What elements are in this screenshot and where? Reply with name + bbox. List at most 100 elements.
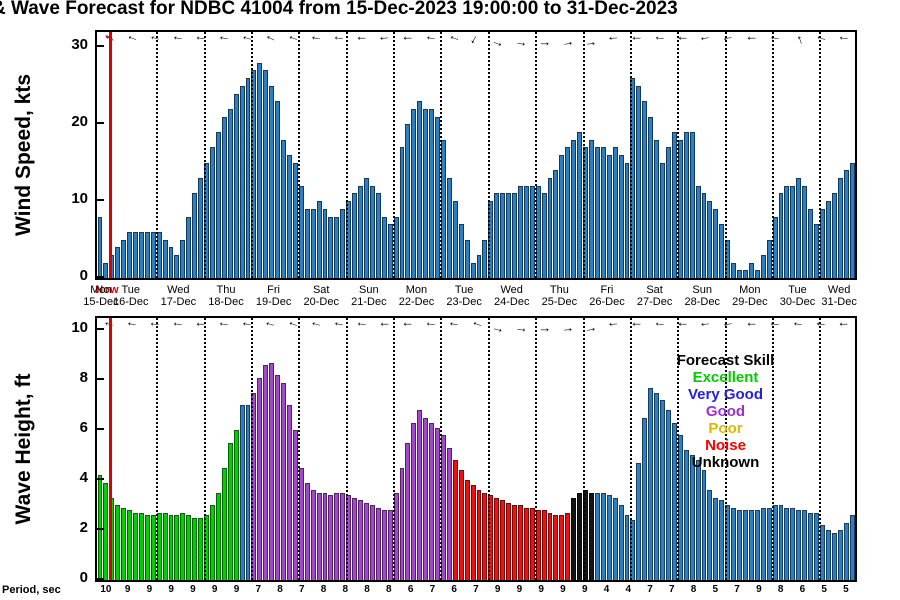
wave-arrow-icon: →	[767, 318, 782, 336]
y-tick-mark	[97, 428, 104, 431]
wave-bar	[642, 417, 648, 580]
wind-bar	[618, 155, 624, 278]
date-label: 24-Dec	[493, 296, 530, 308]
day-boundary-gridline	[724, 32, 727, 278]
day-boundary-gridline	[629, 318, 632, 580]
weekday-label: Thu	[216, 284, 236, 296]
day-label: Tue 30-Dec	[780, 284, 815, 308]
wind-bar	[784, 185, 790, 278]
day-label: Fri 26-Dec	[589, 284, 624, 308]
wave-bar	[275, 375, 281, 580]
wind-bar	[731, 262, 737, 278]
wave-bar	[233, 430, 239, 580]
day-boundary-gridline	[393, 318, 396, 580]
wave-bar	[369, 505, 375, 580]
wave-arrow-icon: →	[698, 318, 713, 336]
wind-bar	[802, 185, 808, 278]
period-value: 9	[560, 584, 566, 595]
wind-bar	[600, 147, 606, 278]
period-value: 8	[386, 584, 392, 595]
period-value: 7	[298, 584, 305, 595]
wave-bar	[423, 417, 429, 580]
wind-arrow-icon: →	[560, 32, 576, 50]
wave-bar	[594, 492, 600, 580]
wind-bar	[263, 70, 269, 278]
period-value: 8	[777, 584, 784, 595]
wave-bar	[263, 365, 269, 580]
y-tick-label: 6	[79, 419, 88, 437]
day-label: Fri 19-Dec	[256, 284, 291, 308]
wave-bar	[843, 522, 849, 580]
date-label: 18-Dec	[208, 296, 244, 308]
wave-bar	[138, 512, 144, 580]
period-value: 9	[211, 584, 218, 595]
wave-bar	[150, 515, 156, 580]
wave-bar	[802, 510, 808, 580]
y-tick-mark	[97, 578, 104, 580]
weekday-label: Tue	[454, 284, 474, 296]
legend-item: Noise	[705, 437, 746, 454]
wind-bar	[624, 162, 630, 278]
wave-bar	[304, 482, 310, 580]
wind-arrow-icon: →	[538, 33, 552, 49]
wind-bar	[553, 170, 559, 278]
day-label: Thu 18-Dec	[208, 284, 243, 308]
day-label: Wed 24-Dec	[494, 284, 529, 308]
wave-arrow-icon: →	[652, 318, 667, 336]
wave-bar	[713, 497, 719, 580]
wave-bar	[778, 505, 784, 580]
y-tick-mark	[97, 45, 104, 48]
wind-bar	[405, 124, 411, 278]
wind-bar	[683, 131, 689, 278]
wave-arrow-icon: →	[330, 318, 346, 336]
wind-bar	[506, 193, 512, 278]
wind-bar	[239, 85, 245, 278]
wind-bar	[275, 101, 281, 278]
weekday-label: Sat	[312, 284, 330, 296]
wind-bar	[825, 201, 831, 278]
wave-bar	[322, 492, 328, 580]
wind-bar	[642, 101, 648, 278]
date-label: 23-Dec	[446, 296, 482, 308]
wave-bar	[837, 530, 843, 580]
wave-bar	[808, 512, 814, 580]
wave-bar	[476, 490, 482, 580]
wind-bar	[707, 201, 713, 278]
wave-bar	[565, 512, 571, 580]
wind-bar	[760, 254, 766, 278]
wind-bar	[435, 116, 440, 278]
wind-bar	[843, 170, 849, 278]
wind-bar	[831, 193, 837, 278]
wave-bar	[103, 482, 109, 580]
wave-bar	[210, 505, 215, 580]
wave-bar	[589, 492, 594, 580]
wind-bar	[233, 93, 239, 278]
wind-arrow-icon: →	[331, 32, 346, 50]
period-value: 7	[734, 584, 740, 595]
wind-bar	[648, 116, 654, 278]
wave-bar	[399, 467, 405, 580]
wind-bar	[742, 270, 748, 278]
wind-bar	[340, 208, 346, 278]
wave-bar	[162, 512, 168, 580]
wind-bar	[790, 185, 796, 278]
period-value: 9	[124, 584, 131, 595]
day-label: Mon 29-Dec	[732, 284, 767, 308]
wind-bar	[138, 231, 144, 278]
wave-bar	[600, 492, 606, 580]
wind-bar	[186, 216, 192, 278]
wind-bar	[547, 178, 553, 278]
day-label: Wed 31-Dec	[821, 284, 856, 308]
wave-bar	[849, 515, 855, 580]
wave-bar	[796, 510, 802, 580]
day-label: Sat 27-Dec	[637, 284, 672, 308]
wave-bar	[500, 500, 506, 580]
wave-arrow-icon: →	[606, 318, 621, 336]
day-boundary-gridline	[487, 318, 490, 580]
wind-bar	[304, 208, 310, 278]
wave-bar	[482, 492, 488, 580]
wave-bar	[660, 400, 665, 580]
wave-bar	[636, 462, 642, 580]
wave-bar	[381, 510, 387, 580]
